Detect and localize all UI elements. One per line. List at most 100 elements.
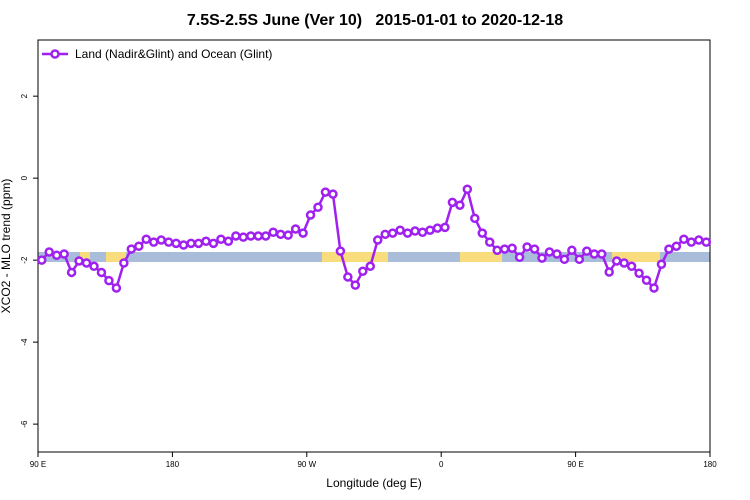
data-point: [36, 255, 47, 265]
data-point: [186, 238, 196, 249]
data-point: [499, 244, 510, 254]
data-point: [119, 258, 129, 268]
data-point: [298, 228, 308, 238]
x-tick-label: 90 E: [30, 460, 46, 469]
data-point: [343, 272, 353, 282]
data-point: [260, 231, 271, 241]
data-point: [365, 261, 376, 272]
chart-title: 7.5S-2.5S June (Ver 10) 2015-01-01 to 20…: [187, 12, 563, 29]
data-point: [492, 245, 502, 256]
data-point: [313, 202, 323, 213]
data-point: [81, 258, 92, 268]
data-point: [253, 231, 264, 241]
data-point: [223, 236, 234, 247]
data-point: [656, 259, 667, 269]
data-point: [320, 187, 331, 197]
data-point: [462, 184, 473, 194]
strip-land: [612, 252, 660, 262]
data-point: [619, 258, 629, 268]
y-tick-label: -6: [20, 420, 29, 428]
data-point: [350, 280, 361, 290]
data-point: [611, 256, 622, 266]
data-point: [380, 229, 390, 240]
data-point: [171, 238, 181, 249]
x-axis-title: Longitude (deg E): [326, 476, 421, 490]
data-point: [507, 243, 517, 254]
y-tick-label: 0: [20, 175, 29, 180]
plot-frame: [37, 39, 711, 453]
data-point: [44, 247, 54, 257]
strip-land: [322, 252, 388, 262]
data-point: [51, 250, 62, 260]
data-point: [626, 261, 637, 272]
y-axis-title: XCO2 - MLO trend (ppm): [0, 179, 13, 314]
strip-land: [106, 252, 126, 262]
legend-marker: [50, 49, 60, 59]
data-point: [387, 228, 398, 238]
data-point: [447, 197, 458, 208]
data-point: [59, 249, 69, 259]
data-point: [440, 222, 450, 233]
data-point: [148, 237, 159, 247]
data-point: [604, 267, 614, 277]
data-point: [596, 249, 607, 259]
data-point: [410, 226, 420, 236]
data-point: [156, 235, 166, 245]
y-tick-label: -2: [20, 256, 29, 264]
data-point: [634, 268, 644, 279]
legend: Land (Nadir&Glint) and Ocean (Glint): [42, 47, 272, 61]
data-point: [649, 283, 659, 293]
data-point: [402, 228, 413, 238]
data-point: [589, 249, 600, 259]
data-point: [484, 237, 495, 247]
data-point: [425, 225, 435, 235]
data-point: [111, 283, 122, 293]
data-point: [290, 224, 301, 234]
data-point: [694, 235, 704, 245]
data-point: [134, 241, 144, 251]
data-point: [671, 241, 682, 251]
data-point: [455, 200, 465, 210]
x-tick-label: 0: [439, 460, 444, 469]
x-tick-label: 90 W: [297, 460, 316, 469]
data-point: [544, 247, 555, 257]
strip-land: [460, 252, 502, 262]
data-point: [574, 254, 585, 265]
x-tick-label: 180: [703, 460, 717, 469]
data-point: [268, 227, 278, 238]
strip-land: [80, 252, 90, 262]
data-point: [679, 234, 689, 244]
data-point: [372, 235, 383, 245]
x-tick-label: 90 E: [567, 460, 583, 469]
data-point: [477, 228, 488, 238]
data-point: [641, 275, 652, 285]
data-point: [395, 225, 405, 235]
data-point: [104, 275, 114, 286]
data-point: [537, 253, 547, 263]
data-point: [514, 252, 525, 263]
x-tick-label: 180: [166, 460, 180, 469]
data-point: [417, 227, 428, 238]
data-point: [582, 246, 592, 256]
data-point: [238, 232, 249, 242]
data-point: [74, 256, 84, 266]
data-point: [358, 266, 368, 276]
data-point: [567, 245, 577, 256]
data-point: [89, 261, 99, 272]
data-point: [686, 237, 697, 247]
data-point: [529, 244, 540, 254]
data-point: [432, 223, 443, 233]
data-point: [231, 231, 241, 241]
data-point: [664, 244, 674, 254]
data-point: [701, 237, 712, 247]
data-point: [96, 267, 107, 278]
data-point: [216, 234, 226, 244]
data-point: [522, 242, 532, 252]
data-point: [559, 254, 570, 265]
data-point: [208, 238, 219, 249]
data-point: [552, 249, 562, 259]
data-point: [283, 230, 293, 240]
data-point: [66, 267, 77, 278]
legend-label: Land (Nadir&Glint) and Ocean (Glint): [75, 47, 272, 61]
